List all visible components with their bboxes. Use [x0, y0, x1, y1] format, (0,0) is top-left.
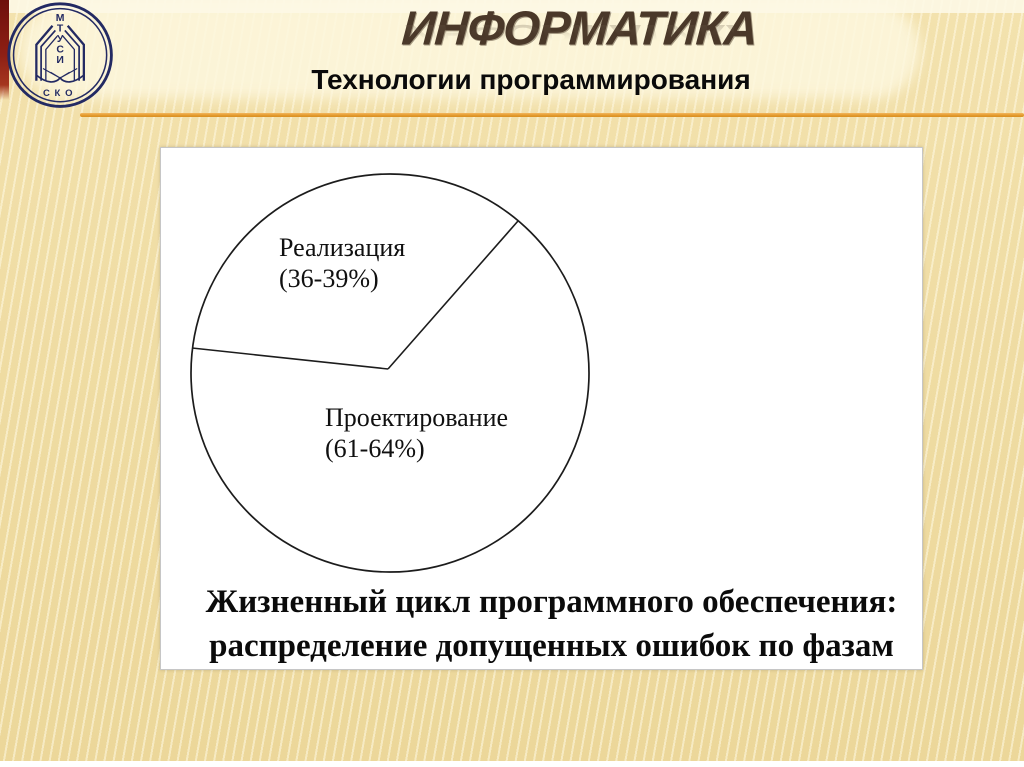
left-accent-bar — [0, 0, 9, 100]
mtusi-emblem-icon: М Т У С И СКО — [7, 2, 113, 108]
figure-panel: Реализация (36-39%) Проектирование (61-6… — [160, 147, 923, 670]
logo-letter: С — [56, 44, 64, 55]
pie-slice-label-realization: Реализация (36-39%) — [279, 232, 405, 294]
logo-letter: Т — [57, 23, 64, 34]
pie-chart — [190, 173, 590, 573]
top-light-band — [0, 0, 1024, 13]
figure-caption: Жизненный цикл программного обеспечения:… — [171, 581, 932, 669]
figure-caption-line1: Жизненный цикл программного обеспечения: — [205, 584, 898, 620]
logo-letter: У — [57, 34, 64, 45]
pie-slice1-value: (36-39%) — [279, 264, 379, 294]
pie-slice1-name: Реализация — [279, 233, 406, 262]
logo-letter: М — [56, 13, 65, 24]
logo-bottom-letters: СКО — [43, 88, 77, 99]
header-highlight — [20, 2, 920, 99]
pie-slice2-name: Проектирование — [325, 403, 509, 432]
course-title-reflection: ИНФОРМАТИКА — [401, 19, 761, 49]
logo-letter: И — [56, 55, 64, 66]
figure-caption-line2: распределение допущенных ошибок по фазам — [209, 627, 894, 664]
pie-slice-label-design: Проектирование (61-64%) — [325, 402, 508, 464]
header-divider-line — [80, 113, 1024, 117]
mtusi-logo-icon: М Т У С И СКО — [5, 1, 119, 115]
pie-slice2-value: (61-64%) — [325, 434, 425, 464]
bottom-white-strip — [0, 761, 1024, 767]
lecture-subtitle: Технологии программирования — [311, 64, 751, 95]
